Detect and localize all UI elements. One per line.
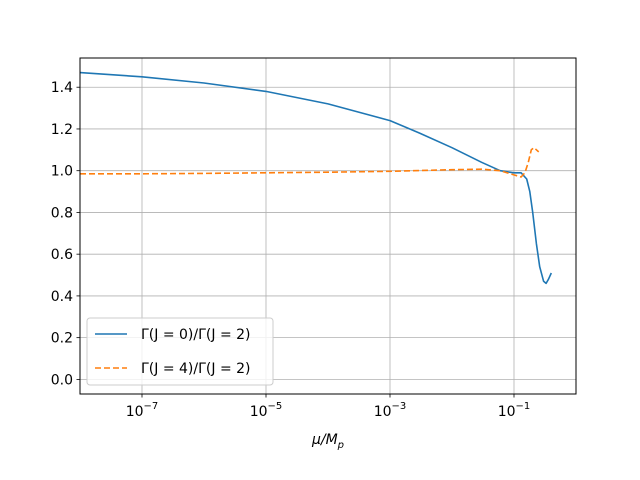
y-tick-label: 1.0	[51, 164, 73, 180]
y-tick-label: 1.2	[51, 122, 73, 138]
y-tick-label: 0.0	[51, 372, 73, 388]
x-tick-label: 10−3	[374, 401, 407, 420]
y-axis: 0.0 0.2 0.4 0.6 0.8 1.0 1.2 1.4	[51, 80, 80, 388]
y-tick-label: 0.4	[51, 289, 73, 305]
y-tick-label: 0.6	[51, 247, 73, 263]
legend-label-gamma-j0: Γ(J = 0)/Γ(J = 2)	[141, 327, 251, 343]
legend: Γ(J = 0)/Γ(J = 2) Γ(J = 4)/Γ(J = 2)	[86, 317, 274, 386]
legend-label-gamma-j4: Γ(J = 4)/Γ(J = 2)	[141, 361, 251, 377]
series-line-1	[80, 146, 540, 178]
y-tick-label: 1.4	[51, 80, 73, 96]
legend-box	[86, 317, 274, 386]
x-axis: 10−7 10−5 10−3 10−1	[126, 394, 531, 420]
x-tick-label: 10−1	[498, 401, 531, 420]
y-tick-label: 0.2	[51, 331, 73, 347]
x-axis-label: μ/Mp	[311, 432, 344, 451]
y-tick-label: 0.8	[51, 205, 73, 221]
series-layer	[79, 71, 553, 285]
x-tick-label: 10−7	[126, 401, 159, 420]
x-tick-label: 10−5	[250, 401, 283, 420]
series-line-0	[79, 71, 553, 285]
plot-frame	[79, 57, 577, 395]
